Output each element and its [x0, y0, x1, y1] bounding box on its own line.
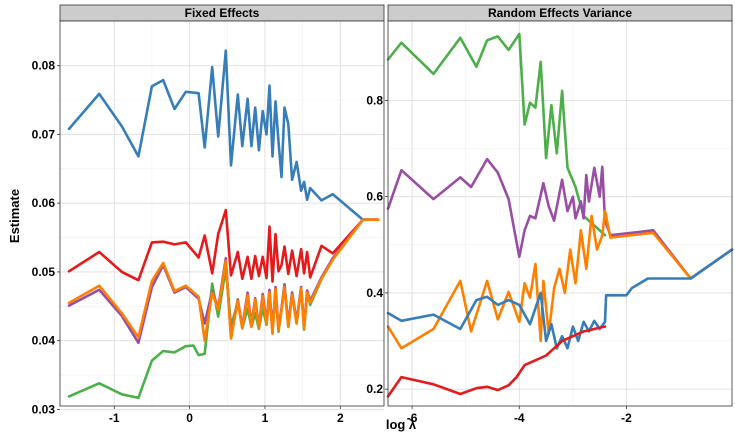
- x-tick-label: -2: [621, 411, 632, 425]
- panel-border: [387, 20, 733, 407]
- y-tick-label: 0.08: [32, 59, 56, 73]
- x-tick-label: 1: [262, 411, 269, 425]
- x-tick-label: 2: [337, 411, 344, 425]
- series-line-4: [386, 248, 734, 350]
- y-tick-label: 0.2: [366, 382, 383, 396]
- series-line-5: [386, 325, 607, 398]
- series-line-2: [386, 157, 734, 280]
- y-tick-label: 0.6: [366, 190, 383, 204]
- series-line-1: [67, 49, 380, 221]
- y-tick-label: 0.4: [366, 286, 383, 300]
- panel-border: [59, 20, 385, 407]
- y-axis-title: Estimate: [7, 189, 22, 243]
- panel-random-effects-variance: Random Effects Variance -6 -4 -2 0.2 0.4 0.6 0.…: [366, 4, 734, 425]
- series-line-3: [386, 209, 734, 350]
- strip-title: Fixed Effects: [185, 6, 260, 20]
- x-tick-label: -6: [407, 411, 418, 425]
- series-line-5: [67, 218, 380, 343]
- y-tick-label: 0.03: [32, 402, 56, 416]
- x-axis-title: log λ: [386, 417, 417, 432]
- x-tick-label: -1: [109, 411, 120, 425]
- series-line-2: [67, 208, 380, 283]
- series-line-1: [386, 32, 607, 237]
- plot-background: [388, 21, 732, 406]
- x-tick-label: 0: [186, 411, 193, 425]
- y-tick-label: 0.05: [32, 265, 56, 279]
- x-tick-label: -4: [514, 411, 525, 425]
- y-tick-label: 0.04: [32, 334, 56, 348]
- strip-title: Random Effects Variance: [488, 6, 632, 20]
- panel-fixed-effects: Fixed Effects -1 0 1 2 0.03 0.04 0.05 0.06 0.07 0.…: [32, 4, 385, 425]
- y-tick-label: 0.07: [32, 127, 56, 141]
- y-tick-label: 0.8: [366, 93, 383, 107]
- y-tick-label: 0.06: [32, 196, 56, 210]
- plot-background: [60, 21, 384, 406]
